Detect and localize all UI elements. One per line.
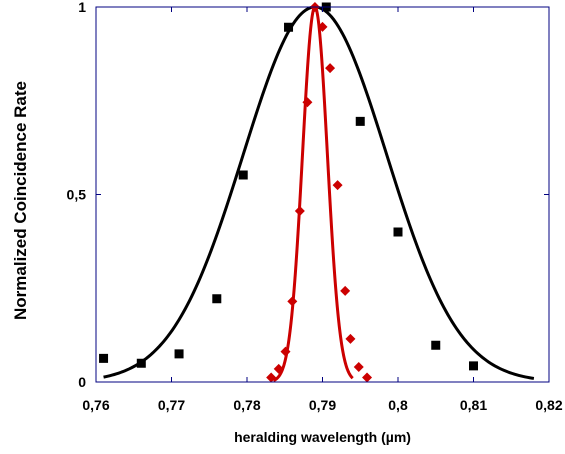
x-tick-label: 0,77 xyxy=(158,397,185,413)
y-tick-label: 1 xyxy=(78,0,86,15)
diamond-point xyxy=(345,333,356,344)
diamond-point xyxy=(280,346,291,357)
diamond-point xyxy=(273,363,284,374)
square-point xyxy=(284,22,294,32)
square-point xyxy=(469,361,478,371)
fit-curves xyxy=(103,5,535,382)
diamond-point xyxy=(294,206,305,216)
x-tick-label: 0,81 xyxy=(460,397,487,413)
square-point xyxy=(99,353,109,363)
diamond-point xyxy=(325,63,336,74)
fit-curve-1 xyxy=(103,5,535,380)
x-tick-label: 0,79 xyxy=(309,397,336,413)
axis-ticks xyxy=(95,6,550,383)
diamond-point xyxy=(266,372,277,383)
y-tick-label: 0,5 xyxy=(67,187,87,203)
diamond-point xyxy=(332,180,343,191)
square-point xyxy=(355,116,365,126)
x-tick-label: 0,8 xyxy=(388,397,408,413)
square-point xyxy=(431,340,441,350)
diamond-point xyxy=(362,372,373,383)
square-point xyxy=(212,294,222,304)
x-tick-label: 0,76 xyxy=(82,397,109,413)
diamond-point xyxy=(317,21,328,32)
y-tick-label: 0 xyxy=(78,374,86,390)
diamond-point xyxy=(302,97,313,108)
square-point xyxy=(136,358,146,368)
x-tick-labels: 0,76 0,77 0,78 0,79 0,8 0,81 0,82 xyxy=(82,397,562,413)
square-point xyxy=(238,170,248,180)
diamond-point xyxy=(353,362,364,372)
x-tick-label: 0,82 xyxy=(535,397,562,413)
square-point xyxy=(174,349,184,359)
y-tick-labels: 00,51 xyxy=(67,0,87,390)
x-axis-label: heralding wavelength (µm) xyxy=(234,429,411,445)
x-tick-label: 0,78 xyxy=(233,397,260,413)
data-points xyxy=(99,2,478,383)
y-axis-label: Normalized Coincidence Rate xyxy=(11,81,30,320)
square-point xyxy=(393,227,403,237)
diamond-point xyxy=(287,296,298,307)
diamond-point xyxy=(340,285,351,296)
fit-curve-2 xyxy=(272,5,354,382)
